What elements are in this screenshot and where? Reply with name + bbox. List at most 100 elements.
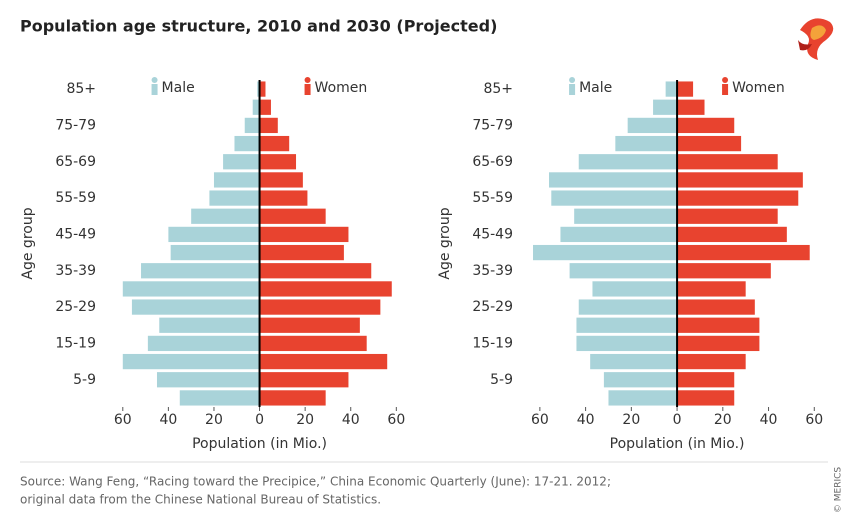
bar <box>677 335 760 352</box>
bar <box>665 81 678 97</box>
bar <box>259 372 349 388</box>
bar <box>257 81 260 97</box>
x-tick-label: 60 <box>387 412 405 428</box>
bar <box>259 335 367 352</box>
x-tick-label: 60 <box>805 412 823 428</box>
bar <box>677 135 742 152</box>
source-line: Source: Wang Feng, “Racing toward the Pr… <box>20 475 611 489</box>
bar <box>677 99 705 115</box>
bar <box>590 353 678 370</box>
y-tick-label: 85+ <box>66 81 96 97</box>
x-axis-label: Population (in Mio.) <box>610 436 745 452</box>
bar <box>578 154 678 170</box>
bar <box>677 208 778 224</box>
legend-label: Male <box>579 80 612 96</box>
bar <box>569 263 678 279</box>
bar <box>560 226 678 243</box>
y-tick-label: 15-19 <box>472 335 513 351</box>
legend-label: Male <box>162 80 195 96</box>
x-tick-label: 20 <box>622 412 640 428</box>
y-tick-label: 15-19 <box>55 335 96 351</box>
x-tick-label: 40 <box>760 412 778 428</box>
bar <box>677 154 778 170</box>
bar <box>259 244 344 261</box>
bar <box>159 317 260 333</box>
bar <box>259 81 266 97</box>
bar <box>209 190 260 206</box>
x-tick-label: 60 <box>531 412 549 428</box>
bar <box>677 172 803 188</box>
bar <box>677 190 799 206</box>
bar <box>179 390 260 406</box>
bar <box>576 335 678 352</box>
bar <box>677 372 735 388</box>
x-tick-label: 20 <box>714 412 732 428</box>
bar <box>677 244 810 261</box>
bar <box>259 190 308 206</box>
bar <box>533 244 678 261</box>
bar <box>122 281 260 297</box>
x-tick-label: 60 <box>114 412 132 428</box>
x-tick-label: 20 <box>296 412 314 428</box>
x-tick-label: 40 <box>577 412 595 428</box>
x-tick-label: 0 <box>255 412 264 428</box>
y-tick-label: 35-39 <box>55 263 96 279</box>
bar <box>592 281 678 297</box>
y-tick-label: 65-69 <box>55 154 96 170</box>
y-tick-label: 5-9 <box>490 372 513 388</box>
legend-icon <box>722 77 729 83</box>
bar <box>122 353 260 370</box>
x-tick-label: 40 <box>159 412 177 428</box>
bar <box>677 81 694 97</box>
y-tick-label: 5-9 <box>73 372 96 388</box>
bar <box>259 299 381 315</box>
bar <box>234 135 260 152</box>
x-tick-label: 0 <box>673 412 682 428</box>
bar <box>252 99 260 115</box>
legend-icon <box>722 84 729 95</box>
bar <box>259 208 326 224</box>
bar <box>259 263 372 279</box>
bar <box>259 226 349 243</box>
bar <box>576 317 678 333</box>
bar <box>259 390 326 406</box>
bar <box>551 190 678 206</box>
bar <box>627 117 678 134</box>
bar <box>244 117 260 134</box>
bar <box>191 208 260 224</box>
bar <box>677 117 735 134</box>
bar <box>156 372 260 388</box>
y-tick-label: 85+ <box>483 81 513 97</box>
y-tick-label: 55-59 <box>55 190 96 206</box>
y-tick-label: 45-49 <box>55 226 96 242</box>
bar <box>259 117 278 134</box>
bar <box>259 154 297 170</box>
bar <box>677 317 760 333</box>
bar <box>677 353 746 370</box>
bar <box>131 299 260 315</box>
legend-icon <box>151 77 158 83</box>
y-tick-label: 75-79 <box>55 117 96 133</box>
credit: © MERICS <box>834 467 844 514</box>
legend-icon <box>304 77 311 83</box>
legend-label: Women <box>315 80 368 96</box>
bar <box>677 299 755 315</box>
y-tick-label: 25-29 <box>472 299 513 315</box>
y-tick-label: 35-39 <box>472 263 513 279</box>
page-title: Population age structure, 2010 and 2030 … <box>20 17 497 36</box>
bar <box>574 208 678 224</box>
x-tick-label: 40 <box>342 412 360 428</box>
bar <box>653 99 678 115</box>
bar <box>259 353 388 370</box>
y-axis-label: Age group <box>437 207 453 279</box>
bar <box>259 172 303 188</box>
bar <box>677 281 746 297</box>
y-tick-label: 25-29 <box>55 299 96 315</box>
bar <box>677 226 787 243</box>
bar <box>168 226 260 243</box>
y-tick-label: 65-69 <box>472 154 513 170</box>
bar <box>213 172 260 188</box>
bar <box>259 281 392 297</box>
bar <box>141 263 260 279</box>
bar <box>677 390 735 406</box>
